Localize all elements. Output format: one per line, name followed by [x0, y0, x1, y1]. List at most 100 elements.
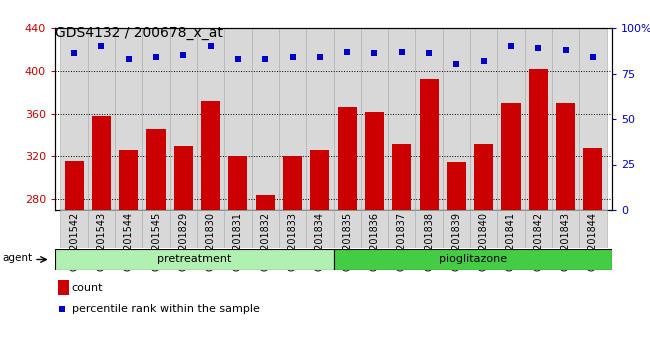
Bar — [497, 210, 525, 248]
Text: GSM201542: GSM201542 — [69, 212, 79, 271]
Bar — [470, 210, 497, 248]
Point — [396, 49, 407, 55]
Bar — [119, 150, 138, 210]
Bar — [283, 156, 302, 210]
Bar — [174, 146, 193, 210]
Bar — [419, 79, 439, 210]
Text: GSM201544: GSM201544 — [124, 212, 134, 271]
Point — [533, 45, 543, 51]
Bar — [142, 28, 170, 210]
Point — [233, 56, 243, 62]
Bar — [92, 116, 111, 210]
Bar — [146, 129, 166, 210]
Text: GSM201836: GSM201836 — [369, 212, 380, 271]
Point — [451, 62, 462, 67]
Bar — [415, 28, 443, 210]
Bar — [388, 210, 415, 248]
Bar — [146, 129, 166, 210]
Bar — [501, 103, 521, 210]
Bar — [337, 107, 357, 210]
Bar — [528, 69, 548, 210]
Point — [178, 52, 188, 58]
Bar — [60, 28, 88, 210]
Bar — [119, 150, 138, 210]
Point — [260, 56, 270, 62]
Text: GSM201830: GSM201830 — [205, 212, 216, 271]
Bar — [501, 103, 521, 210]
Bar — [55, 249, 333, 270]
Point — [124, 56, 134, 62]
Text: GSM201841: GSM201841 — [506, 212, 516, 271]
Point — [69, 51, 79, 56]
Point — [506, 44, 516, 49]
Bar — [201, 101, 220, 210]
Bar — [228, 156, 248, 210]
Point — [342, 49, 352, 55]
Bar — [392, 144, 411, 210]
Bar — [201, 101, 220, 210]
Bar — [525, 210, 552, 248]
Bar — [579, 210, 606, 248]
Bar — [142, 210, 170, 248]
Text: count: count — [72, 283, 103, 293]
Point — [151, 54, 161, 60]
Bar — [474, 144, 493, 210]
Bar — [88, 28, 115, 210]
Text: GSM201829: GSM201829 — [178, 212, 188, 271]
Bar — [388, 28, 415, 210]
Point — [369, 51, 380, 56]
Bar — [283, 156, 302, 210]
Text: GSM201839: GSM201839 — [451, 212, 462, 271]
Bar — [415, 210, 443, 248]
Bar — [525, 28, 552, 210]
Text: GSM201840: GSM201840 — [478, 212, 489, 271]
Bar — [224, 28, 252, 210]
Bar — [197, 28, 224, 210]
Point — [560, 47, 571, 53]
Point — [315, 54, 325, 60]
Bar — [470, 28, 497, 210]
Bar — [552, 28, 579, 210]
Bar — [333, 210, 361, 248]
Bar — [170, 210, 197, 248]
Bar — [556, 103, 575, 210]
Bar — [228, 156, 248, 210]
Bar — [174, 146, 193, 210]
Point — [96, 44, 107, 49]
Bar — [443, 28, 470, 210]
Bar — [88, 210, 115, 248]
Bar — [252, 210, 279, 248]
Bar — [361, 28, 388, 210]
Bar — [279, 210, 306, 248]
Bar — [552, 210, 579, 248]
Text: GSM201844: GSM201844 — [588, 212, 598, 271]
Bar — [170, 28, 197, 210]
Bar — [115, 210, 142, 248]
Bar — [528, 69, 548, 210]
Text: GSM201843: GSM201843 — [560, 212, 571, 271]
Bar — [60, 210, 88, 248]
Text: GSM201543: GSM201543 — [96, 212, 107, 271]
Bar — [365, 112, 384, 210]
Bar — [224, 210, 252, 248]
Point — [588, 54, 598, 60]
Bar — [447, 162, 466, 210]
Text: pretreatment: pretreatment — [157, 255, 231, 264]
Text: GDS4132 / 200678_x_at: GDS4132 / 200678_x_at — [55, 26, 223, 40]
Text: GSM201837: GSM201837 — [396, 212, 407, 271]
Text: agent: agent — [3, 253, 33, 263]
Bar — [310, 150, 330, 210]
Text: pioglitazone: pioglitazone — [439, 255, 507, 264]
Text: GSM201833: GSM201833 — [287, 212, 298, 271]
Bar — [252, 28, 279, 210]
Text: GSM201835: GSM201835 — [342, 212, 352, 271]
Bar — [306, 28, 333, 210]
Bar — [579, 28, 606, 210]
Bar — [333, 28, 361, 210]
Bar — [419, 79, 439, 210]
Bar — [556, 103, 575, 210]
Text: GSM201831: GSM201831 — [233, 212, 243, 271]
Point — [287, 54, 298, 60]
Bar — [447, 162, 466, 210]
Bar — [197, 210, 224, 248]
